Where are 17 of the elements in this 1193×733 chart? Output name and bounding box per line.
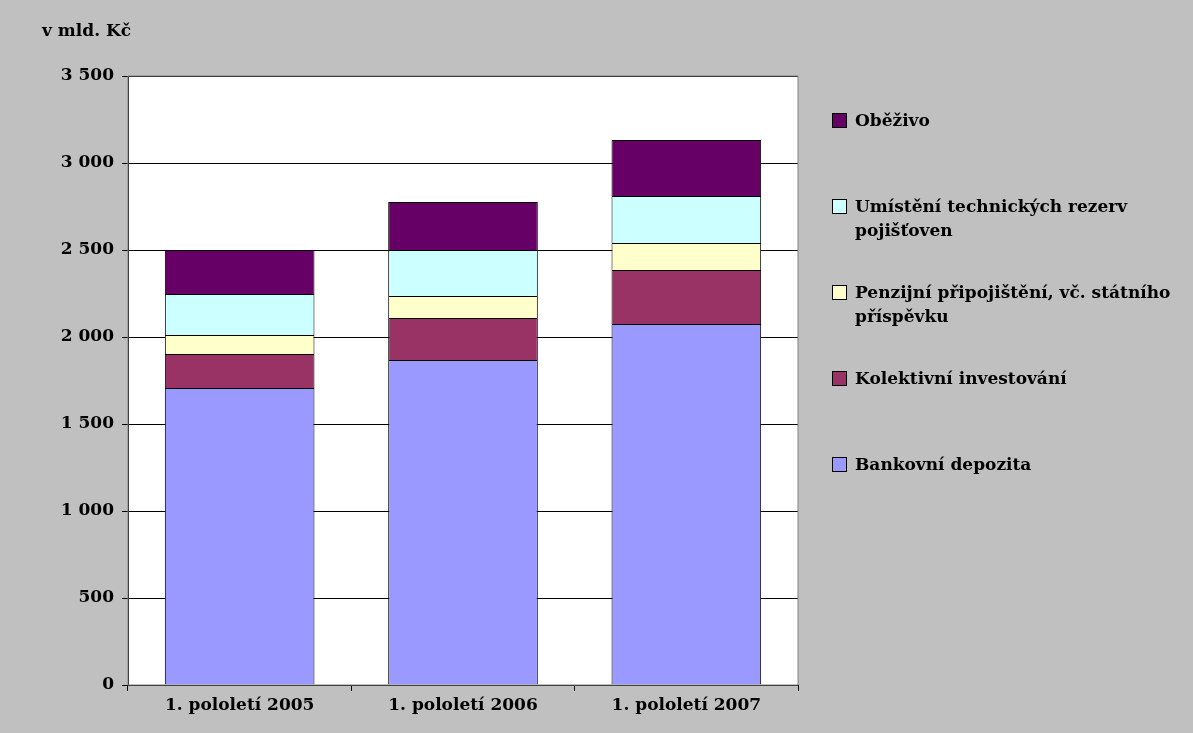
legend-label: Penzijní připojištění, vč. státního příspěvku	[855, 281, 1172, 328]
legend-label: Oběživo	[855, 109, 930, 132]
x-tick-label: 1. pololetí 2006	[388, 693, 538, 714]
y-tick-label: 0	[102, 673, 115, 694]
x-tick-label: 1. pololetí 2005	[164, 693, 315, 714]
y-axis-title: v mld. Kč	[42, 20, 132, 40]
legend-label: Bankovní depozita	[855, 453, 1032, 476]
y-tick-label: 2 000	[60, 325, 115, 346]
y-tick-label: 3 500	[60, 64, 115, 85]
y-tick-label: 1 500	[60, 412, 115, 433]
legend-label: Kolektivní investování	[855, 367, 1067, 390]
y-tick-label: 3 000	[60, 151, 115, 172]
y-tick-label: 1 000	[60, 499, 115, 520]
x-tick-label: 1. pololetí 2007	[611, 693, 762, 714]
legend-label: Umístění technických rezerv pojišťoven	[855, 195, 1129, 242]
y-tick-label: 500	[78, 586, 115, 607]
y-tick-label: 2 500	[60, 238, 115, 259]
